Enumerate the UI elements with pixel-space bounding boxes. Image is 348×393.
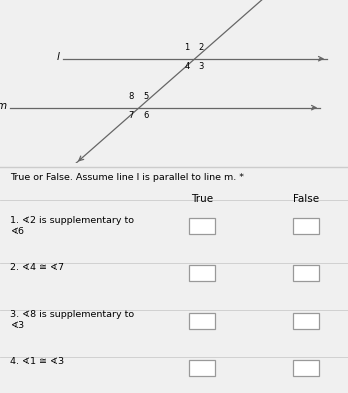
Text: l: l xyxy=(56,52,59,62)
Text: 7: 7 xyxy=(128,110,134,119)
Bar xyxy=(293,360,319,376)
Bar xyxy=(293,312,319,329)
Text: False: False xyxy=(293,194,319,204)
Bar xyxy=(293,265,319,281)
Text: 2: 2 xyxy=(199,43,204,52)
Bar xyxy=(189,360,215,376)
Text: 1. ∢2 is supplementary to
∢6: 1. ∢2 is supplementary to ∢6 xyxy=(10,216,134,236)
Text: 3. ∢8 is supplementary to
∢3: 3. ∢8 is supplementary to ∢3 xyxy=(10,310,135,331)
Text: m: m xyxy=(0,101,7,111)
Bar xyxy=(293,218,319,234)
Text: 2. ∢4 ≅ ∢7: 2. ∢4 ≅ ∢7 xyxy=(10,263,64,272)
Text: 3: 3 xyxy=(199,62,204,71)
Text: 6: 6 xyxy=(143,110,148,119)
Text: 4: 4 xyxy=(184,62,190,71)
Bar xyxy=(189,265,215,281)
Bar xyxy=(189,218,215,234)
Text: True or False. Assume line l is parallel to line m. *: True or False. Assume line l is parallel… xyxy=(10,173,244,182)
Text: 1: 1 xyxy=(184,43,190,52)
Text: 8: 8 xyxy=(128,92,134,101)
Text: True: True xyxy=(191,194,213,204)
Bar xyxy=(189,312,215,329)
Text: 4. ∢1 ≅ ∢3: 4. ∢1 ≅ ∢3 xyxy=(10,357,65,366)
Text: 5: 5 xyxy=(143,92,148,101)
